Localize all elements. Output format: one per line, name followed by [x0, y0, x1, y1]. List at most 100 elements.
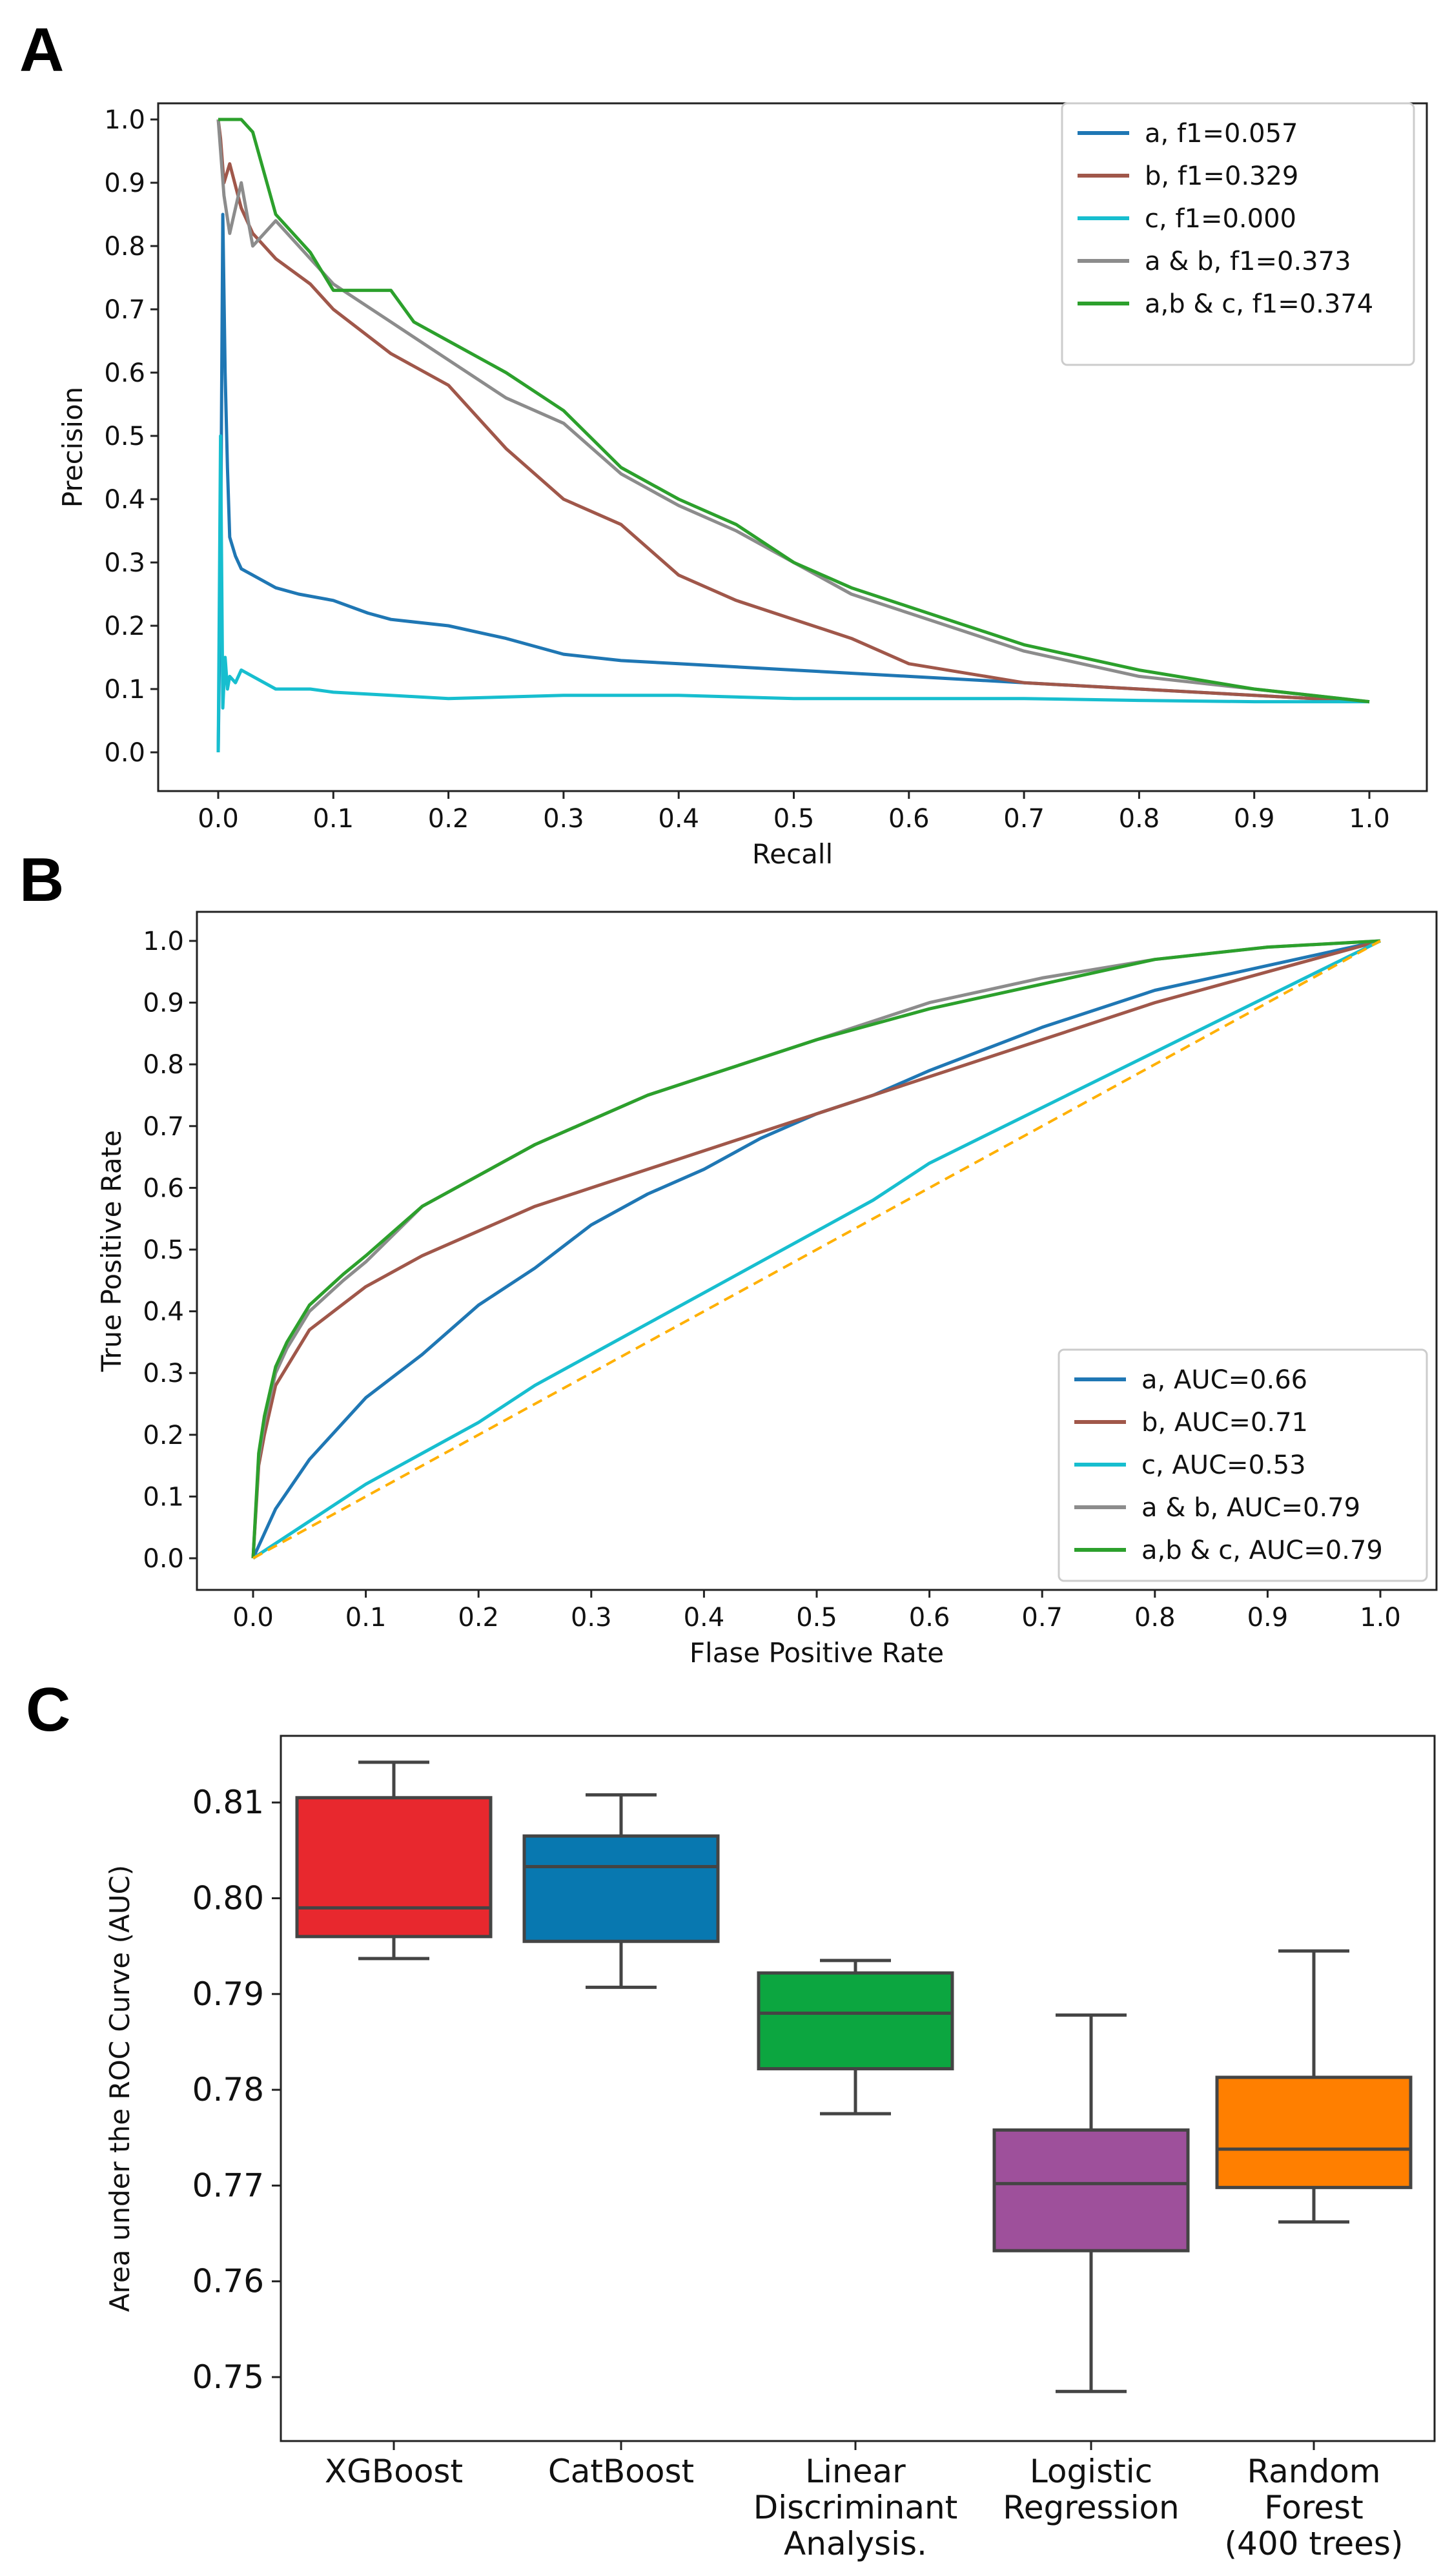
x-tick-label: 0.4 — [684, 1603, 725, 1633]
legend-label: a,b & c, AUC=0.79 — [1141, 1536, 1383, 1565]
y-tick-label: 0.9 — [143, 989, 184, 1018]
x-tick-label-line: XGBoost — [325, 2453, 463, 2490]
x-tick-label-line: Regression — [1003, 2489, 1180, 2526]
y-tick-label: 0.0 — [143, 1544, 184, 1574]
x-tick-label-line: Logistic — [1030, 2453, 1152, 2490]
y-axis-label: Area under the ROC Curve (AUC) — [104, 1865, 136, 2312]
y-tick-label: 0.3 — [104, 548, 145, 578]
box-iqr — [1215, 2076, 1413, 2189]
auc-boxplot-chart: 0.75 0.76 0.77 0.78 0.79 0.80 0.81 Area under t… — [104, 1735, 1436, 2562]
series-line — [216, 212, 1370, 753]
y-tick-label: 0.6 — [143, 1173, 184, 1203]
x-tick-label: 0.8 — [1119, 804, 1160, 834]
y-tick-label: 0.79 — [192, 1975, 264, 2013]
box-iqr — [757, 1971, 954, 2070]
box-iqr — [992, 2128, 1190, 2252]
x-tick-label: 0.2 — [458, 1603, 499, 1633]
x-tick-label: 0.3 — [543, 804, 584, 834]
x-tick-label: 0.2 — [428, 804, 469, 834]
x-tick-label: 0.9 — [1247, 1603, 1289, 1633]
x-tick-label-line: (400 trees) — [1225, 2525, 1404, 2562]
box-iqr — [522, 1834, 720, 1943]
legend-label: a & b, f1=0.373 — [1145, 247, 1351, 276]
legend-box — [1061, 102, 1415, 366]
x-tick-label: 0.6 — [888, 804, 930, 834]
x-tick-label: CatBoost — [548, 2453, 694, 2490]
y-tick-label: 0.7 — [104, 295, 145, 325]
x-tick-label: 0.1 — [312, 804, 354, 834]
y-tick-label: 0.9 — [104, 169, 145, 198]
plot-frame — [280, 1735, 1436, 2442]
y-tick-label: 0.76 — [192, 2263, 264, 2300]
x-tick-label: 0.5 — [796, 1603, 837, 1633]
y-tick-label: 0.78 — [192, 2071, 264, 2108]
series-line — [216, 434, 1369, 753]
x-tick-label: 0.0 — [198, 804, 239, 834]
y-tick-label: 0.2 — [104, 612, 145, 641]
x-axis-label: Flase Positive Rate — [690, 1637, 944, 1669]
series-line — [218, 118, 1370, 704]
y-tick-label: 0.1 — [104, 675, 145, 705]
y-tick-label: 0.80 — [192, 1880, 264, 1917]
x-tick-label: 0.5 — [773, 804, 815, 834]
panel-label-a: A — [19, 15, 64, 85]
x-tick-label: 0.1 — [345, 1603, 387, 1633]
x-tick-label: Linear Discriminant Analysis. — [753, 2453, 958, 2562]
series-line — [251, 939, 1381, 1560]
legend-label: a, AUC=0.66 — [1141, 1365, 1307, 1395]
y-tick-label: 0.5 — [143, 1235, 184, 1265]
panel-label-c: C — [26, 1675, 70, 1744]
legend-label: a & b, AUC=0.79 — [1141, 1493, 1360, 1523]
x-tick-label-line: Analysis. — [784, 2525, 927, 2562]
x-tick-label: 1.0 — [1349, 804, 1390, 834]
x-tick-label-line: Random — [1247, 2453, 1380, 2490]
series-line — [251, 939, 1381, 1559]
y-tick-label: 1.0 — [104, 105, 145, 135]
x-tick-label: Logistic Regression — [1003, 2453, 1180, 2526]
panel-label-b: B — [19, 845, 64, 914]
x-tick-label: Random Forest (400 trees) — [1225, 2453, 1404, 2562]
y-tick-label: 0.1 — [143, 1482, 184, 1512]
series-line — [252, 940, 1381, 1560]
precision-recall-chart: 0.0 0.1 0.2 0.3 0.4 0.5 0.6 0.7 0.8 0.9 1.0 0.0 0.1 0… — [57, 102, 1428, 870]
x-tick-label-line: Linear — [805, 2453, 906, 2490]
y-tick-label: 0.81 — [192, 1784, 264, 1821]
legend-label: a, f1=0.057 — [1145, 119, 1298, 149]
x-tick-label-line: Discriminant — [753, 2489, 958, 2526]
x-tick-label: 1.0 — [1360, 1603, 1401, 1633]
x-tick-label: 0.7 — [1021, 1603, 1063, 1633]
x-axis-label: Recall — [752, 838, 833, 870]
y-tick-label: 0.8 — [104, 232, 145, 262]
y-tick-label: 0.8 — [143, 1050, 184, 1080]
y-tick-label: 0.77 — [192, 2167, 264, 2204]
y-tick-label: 0.4 — [104, 485, 145, 515]
y-tick-label: 0.3 — [143, 1359, 184, 1388]
x-tick-label: 0.7 — [1003, 804, 1045, 834]
plot-frame — [157, 102, 1428, 792]
y-tick-label: 0.6 — [104, 358, 145, 388]
roc-chart: 0.0 0.1 0.2 0.3 0.4 0.5 0.6 0.7 0.8 0.9 1.0 0.0 0.1 0… — [96, 911, 1438, 1669]
x-tick-label-line: Forest — [1264, 2489, 1363, 2526]
x-tick-label: 0.8 — [1134, 1603, 1176, 1633]
y-tick-label: 0.75 — [192, 2358, 264, 2396]
box-iqr — [295, 1796, 493, 1939]
y-tick-label: 0.2 — [143, 1421, 184, 1450]
y-axis-label: True Positive Rate — [96, 1130, 127, 1372]
legend-box — [1058, 1348, 1428, 1582]
y-tick-label: 0.4 — [143, 1297, 184, 1327]
series-line — [252, 939, 1382, 1560]
legend-label: a,b & c, f1=0.374 — [1145, 289, 1373, 319]
y-axis-label: Precision — [57, 387, 88, 508]
x-tick-label: 0.4 — [658, 804, 699, 834]
series-line — [216, 119, 1370, 704]
series-line — [251, 939, 1381, 1559]
x-tick-label: XGBoost — [325, 2453, 463, 2490]
x-tick-label: 0.9 — [1234, 804, 1275, 834]
x-tick-label: 0.3 — [571, 1603, 612, 1633]
x-tick-label: 0.0 — [232, 1603, 274, 1633]
y-tick-label: 0.0 — [104, 738, 145, 768]
x-tick-label-line: CatBoost — [548, 2453, 694, 2490]
y-tick-label: 0.5 — [104, 422, 145, 451]
x-tick-label: 0.6 — [909, 1603, 950, 1633]
